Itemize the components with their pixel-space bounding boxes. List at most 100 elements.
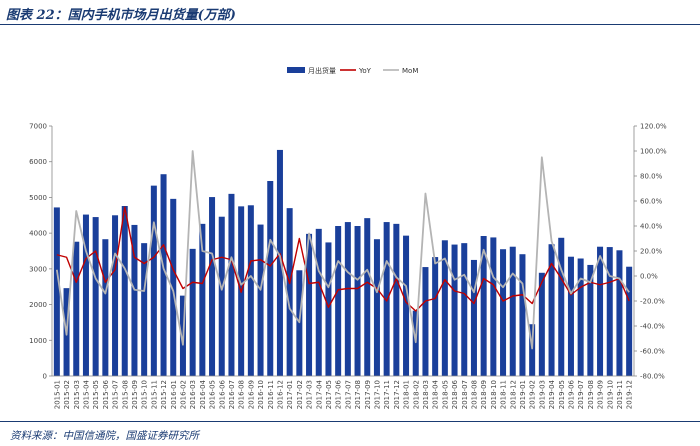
bar	[228, 193, 235, 376]
x-tick-label: 2017-04	[315, 379, 323, 409]
chart-header: 图表 22：国内手机市场月出货量(万部)	[0, 0, 700, 24]
x-tick-label: 2016-03	[189, 380, 197, 409]
bar	[373, 239, 380, 376]
bar	[567, 256, 574, 376]
y-left-tick-label: 2000	[29, 301, 47, 309]
bar	[257, 224, 264, 376]
x-tick-label: 2018-04	[432, 379, 440, 409]
x-tick-label: 2018-12	[509, 380, 517, 409]
source-note: 资料来源：中国信通院，国盛证券研究所	[10, 430, 199, 442]
bar	[364, 218, 371, 376]
bar	[315, 228, 322, 376]
legend-label: YoY	[358, 67, 372, 75]
x-tick-label: 2019-08	[587, 380, 595, 409]
x-tick-label: 2017-10	[373, 380, 381, 409]
y-right-tick-label: 40.0%	[640, 223, 663, 231]
x-tick-label: 2019-09	[597, 380, 605, 409]
x-tick-label: 2019-11	[616, 380, 624, 409]
x-tick-label: 2015-05	[92, 380, 100, 409]
bar	[121, 206, 128, 376]
x-tick-label: 2019-12	[626, 380, 634, 409]
bar	[626, 266, 633, 376]
x-tick-label: 2015-10	[141, 380, 149, 409]
x-tick-label: 2019-10	[606, 380, 614, 409]
x-tick-label: 2017-02	[296, 380, 304, 409]
x-tick-label: 2016-05	[209, 380, 217, 409]
bar	[616, 250, 623, 376]
bar	[490, 237, 497, 376]
y-right-tick-label: -40.0%	[640, 323, 665, 331]
y-right-tick-label: -20.0%	[640, 298, 665, 306]
bar	[189, 248, 196, 376]
bar	[500, 249, 507, 376]
x-tick-label: 2019-06	[567, 379, 575, 409]
x-tick-label: 2015-12	[160, 380, 168, 409]
x-tick-label: 2017-01	[286, 380, 294, 409]
x-tick-label: 2016-02	[179, 380, 187, 409]
y-left-tick-label: 1000	[29, 337, 47, 345]
bar	[412, 310, 419, 376]
bar	[519, 254, 526, 376]
y-left-tick-label: 6000	[29, 158, 47, 166]
x-tick-label: 2019-01	[519, 380, 527, 409]
x-tick-label: 2019-02	[529, 380, 537, 409]
x-tick-label: 2017-06	[335, 379, 343, 409]
x-tick-label: 2018-09	[480, 380, 488, 409]
bar	[538, 272, 545, 376]
bar	[432, 257, 439, 376]
bar	[131, 224, 138, 376]
x-tick-label: 2016-10	[257, 380, 265, 409]
title-divider	[0, 24, 700, 25]
bar	[306, 233, 313, 376]
bar	[170, 198, 177, 376]
x-tick-label: 2018-08	[470, 380, 478, 409]
x-tick-label: 2016-08	[238, 380, 246, 409]
x-tick-label: 2015-02	[63, 380, 71, 409]
bar	[335, 226, 342, 376]
bar	[267, 181, 274, 376]
bar	[577, 258, 584, 376]
bar	[73, 241, 80, 376]
x-tick-label: 2018-01	[403, 380, 411, 409]
bar	[470, 259, 477, 376]
x-tick-label: 2018-07	[461, 380, 469, 409]
y-left-tick-label: 4000	[29, 230, 47, 238]
x-tick-label: 2016-01	[170, 380, 178, 409]
x-tick-label: 2019-04	[548, 379, 556, 409]
x-tick-label: 2015-06	[102, 379, 110, 409]
bar	[209, 197, 216, 376]
bar	[383, 222, 390, 376]
x-tick-label: 2017-12	[393, 380, 401, 409]
bar	[286, 208, 293, 376]
bar	[102, 239, 109, 376]
bar	[403, 235, 410, 376]
bar	[247, 205, 254, 376]
x-tick-label: 2018-06	[451, 379, 459, 409]
x-tick-label: 2016-09	[247, 380, 255, 409]
x-tick-label: 2015-04	[82, 379, 90, 409]
x-tick-label: 2019-05	[558, 380, 566, 409]
x-tick-label: 2017-08	[354, 380, 362, 409]
y-right-tick-label: 120.0%	[640, 123, 667, 131]
x-tick-label: 2019-03	[538, 380, 546, 409]
y-axis-left: 0 1000 2000 3000 4000 5000 6000 7000	[29, 123, 53, 381]
bar	[276, 149, 283, 376]
bar	[480, 236, 487, 376]
chart-title: 图表 22：国内手机市场月出货量(万部)	[6, 8, 236, 23]
source-divider	[0, 421, 700, 422]
y-right-tick-label: 80.0%	[640, 173, 663, 181]
legend-label: 月出货量	[308, 66, 336, 75]
bar	[218, 216, 225, 376]
bar-series-shipments	[53, 149, 633, 376]
x-tick-label: 2017-03	[306, 380, 314, 409]
x-tick-label: 2018-05	[441, 380, 449, 409]
bar	[597, 246, 604, 376]
y-right-tick-label: 20.0%	[640, 248, 663, 256]
x-tick-label: 2017-05	[325, 380, 333, 409]
x-tick-label: 2016-07	[228, 380, 236, 409]
chart-legend: 月出货量 YoY MoM	[287, 66, 418, 75]
y-right-tick-label: 0.0%	[640, 273, 658, 281]
x-tick-label: 2016-11	[267, 380, 275, 409]
bar	[150, 185, 157, 376]
